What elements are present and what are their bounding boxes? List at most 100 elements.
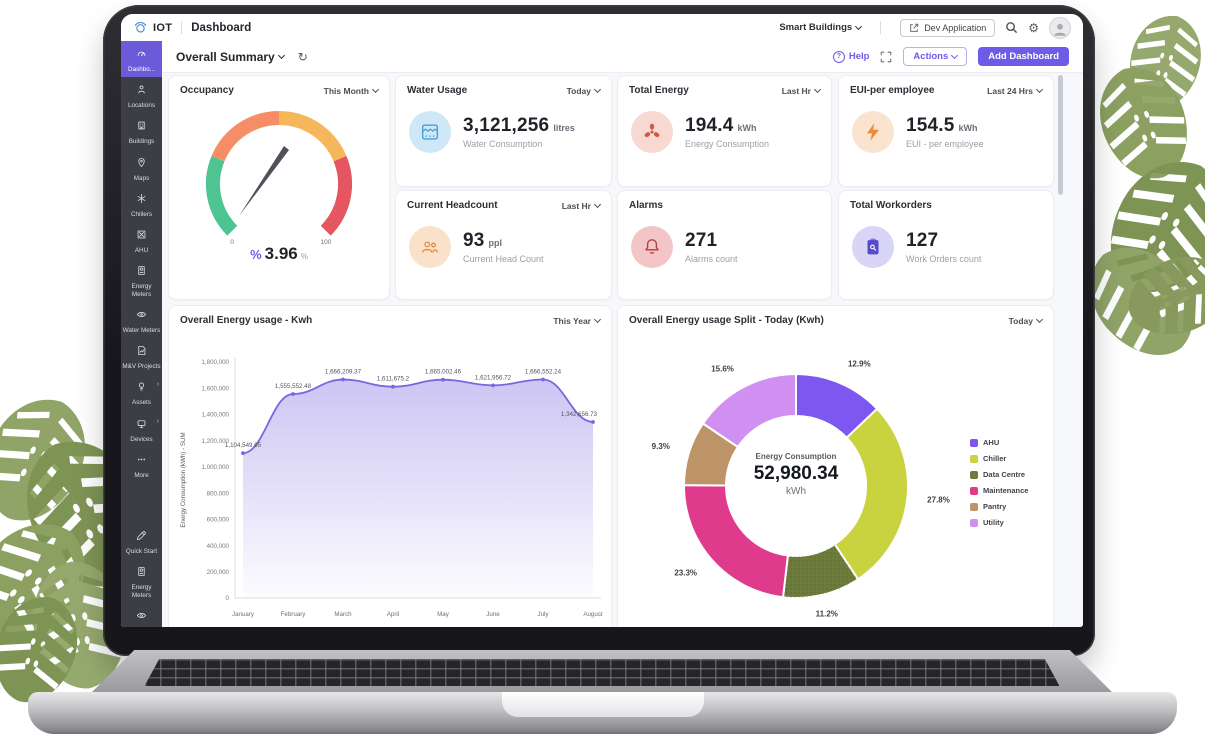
card-title: Occupancy — [180, 85, 234, 96]
dev-application-button[interactable]: Dev Application — [900, 18, 996, 37]
app-topbar: IOT Dashboard Smart Buildings Dev Applic… — [121, 14, 1083, 42]
card-title: EUI-per employee — [850, 85, 935, 96]
sidebar-item-devices[interactable]: Devices › — [121, 411, 162, 447]
svg-text:15.6%: 15.6% — [711, 365, 734, 374]
kpi-card-current-headcount: Current Headcount Last Hr 93 ppl Current … — [395, 190, 612, 300]
sidebar-item-buildings[interactable]: Buildings — [121, 113, 162, 149]
main-area: Overall Summary ↻ ? Help Actions Add Dash… — [162, 41, 1083, 627]
energy-split-donut-chart: 12.9% 27.8% 11.2% 23.3% 9.3% 15.6% — [652, 360, 950, 619]
brand: IOT — [133, 20, 172, 35]
kpi-label: Energy Consumption — [685, 139, 770, 149]
sidebar-item-quick-start[interactable]: Quick Start — [121, 523, 162, 559]
svg-text:400,000: 400,000 — [207, 543, 230, 550]
svg-text:1,200,000: 1,200,000 — [201, 438, 229, 445]
legend-label: AHU — [983, 438, 1000, 447]
chevron-down-icon — [593, 85, 602, 94]
gear-icon[interactable]: ⚙ — [1028, 20, 1039, 35]
divider — [181, 21, 183, 34]
sidebar-item-label: M&V Projects — [122, 363, 161, 371]
svg-text:600,000: 600,000 — [207, 517, 230, 524]
range-selector-total-energy[interactable]: Last Hr — [782, 85, 822, 96]
sidebar-item-label: Locations — [128, 102, 155, 110]
gauge-icon — [136, 46, 147, 64]
sidebar-item-maps[interactable]: Maps — [121, 150, 162, 186]
expand-icon[interactable] — [880, 51, 892, 63]
sidebar-item-energy-meters[interactable]: Energy Meters — [121, 258, 162, 301]
kpi-value: 3,121,256 — [463, 115, 550, 136]
search-icon[interactable] — [1005, 21, 1018, 34]
sidebar-item-label: Buildings — [128, 138, 155, 146]
sidebar-item-water-meters[interactable]: Water Meters — [121, 603, 162, 627]
svg-text:1,000,000: 1,000,000 — [201, 464, 229, 471]
svg-text:July: July — [537, 611, 549, 618]
dashboard-selector[interactable]: Overall Summary — [176, 50, 285, 64]
svg-text:11.2%: 11.2% — [816, 609, 838, 618]
legend-label: Utility — [983, 518, 1004, 527]
water-icon — [136, 307, 147, 325]
kpi-label: Work Orders count — [906, 254, 982, 264]
sidebar-item-assets[interactable]: Assets › — [121, 374, 162, 410]
laptop-notch — [501, 692, 704, 717]
energy-fan-icon — [631, 111, 673, 153]
device-icon — [136, 416, 147, 434]
card-title: Overall Energy usage Split - Today (Kwh) — [629, 315, 824, 326]
svg-text:800,000: 800,000 — [207, 490, 230, 497]
card-title: Alarms — [629, 200, 663, 211]
avatar[interactable] — [1049, 16, 1071, 39]
legend-swatch — [970, 486, 978, 495]
kpi-label: EUI - per employee — [906, 139, 984, 149]
sidebar-item-ahu[interactable]: AHU — [121, 222, 162, 258]
refresh-icon[interactable]: ↻ — [297, 49, 308, 64]
sidebar-item-label: Assets — [132, 399, 151, 407]
sidebar-item-m-v-projects[interactable]: M&V Projects — [121, 338, 162, 374]
occupancy-card: Occupancy This Month 0 100 % 3.96 — [168, 75, 390, 300]
sidebar-item-chillers[interactable]: Chillers — [121, 186, 162, 222]
org-selector[interactable]: Smart Buildings — [779, 22, 863, 33]
chiller-icon — [136, 191, 147, 209]
chevron-down-icon — [1035, 85, 1044, 94]
sidebar-item-dashbo[interactable]: Dashbo... — [121, 41, 162, 78]
legend-item-maintenance[interactable]: Maintenance — [970, 486, 1028, 495]
card-title: Current Headcount — [407, 200, 498, 211]
sidebar-item-locations[interactable]: Locations — [121, 77, 162, 113]
svg-text:200,000: 200,000 — [207, 569, 230, 576]
range-selector-energy-split[interactable]: Today — [1009, 316, 1044, 326]
kpi-card-alarms: Alarms 271 Alarms count — [617, 190, 832, 300]
sidebar-item-energy-meters[interactable]: Energy Meters — [121, 559, 162, 602]
legend-item-pantry[interactable]: Pantry — [970, 502, 1028, 511]
legend-item-utility[interactable]: Utility — [970, 518, 1028, 527]
card-title: Overall Energy usage - Kwh — [180, 315, 313, 326]
chevron-down-icon — [593, 200, 602, 209]
add-dashboard-button[interactable]: Add Dashboard — [978, 47, 1069, 66]
legend-item-chiller[interactable]: Chiller — [970, 454, 1028, 463]
range-selector-current-headcount[interactable]: Last Hr — [562, 200, 602, 211]
sidebar-item-water-meters[interactable]: Water Meters — [121, 302, 162, 338]
legend-item-data-centre[interactable]: Data Centre — [970, 470, 1028, 479]
svg-text:1,665,002.46: 1,665,002.46 — [425, 369, 462, 376]
kpi-unit: kWh — [737, 123, 757, 133]
scrollbar-thumb[interactable] — [1058, 75, 1063, 195]
range-selector-occupancy[interactable]: This Month — [324, 86, 380, 96]
chevron-down-icon — [813, 85, 822, 94]
sidebar-item-label: More — [134, 471, 149, 479]
sidebar-item-more[interactable]: More — [121, 447, 162, 483]
chevron-down-icon — [951, 51, 959, 60]
external-link-icon — [910, 23, 919, 32]
kpi-unit: litres — [553, 123, 575, 133]
help-link[interactable]: ? Help — [832, 50, 869, 63]
rocket-icon — [136, 528, 147, 546]
sidebar-item-label: Dashbo... — [128, 66, 155, 73]
chevron-right-icon: › — [156, 417, 159, 425]
energy-usage-chart-card: Overall Energy usage - Kwh This Year 0 20… — [168, 305, 612, 627]
range-selector-energy-usage[interactable]: This Year — [553, 316, 602, 326]
legend-swatch — [970, 518, 978, 527]
range-selector-water-usage[interactable]: Today — [567, 85, 602, 96]
page-title: Dashboard — [191, 21, 252, 34]
bolt-icon — [852, 111, 894, 153]
legend-item-ahu[interactable]: AHU — [970, 438, 1028, 447]
gauge-value: % 3.96 % — [250, 244, 308, 263]
actions-button[interactable]: Actions — [903, 47, 968, 66]
svg-text:1,400,000: 1,400,000 — [201, 412, 229, 419]
range-selector-eui-per-employee[interactable]: Last 24 Hrs — [987, 85, 1044, 96]
